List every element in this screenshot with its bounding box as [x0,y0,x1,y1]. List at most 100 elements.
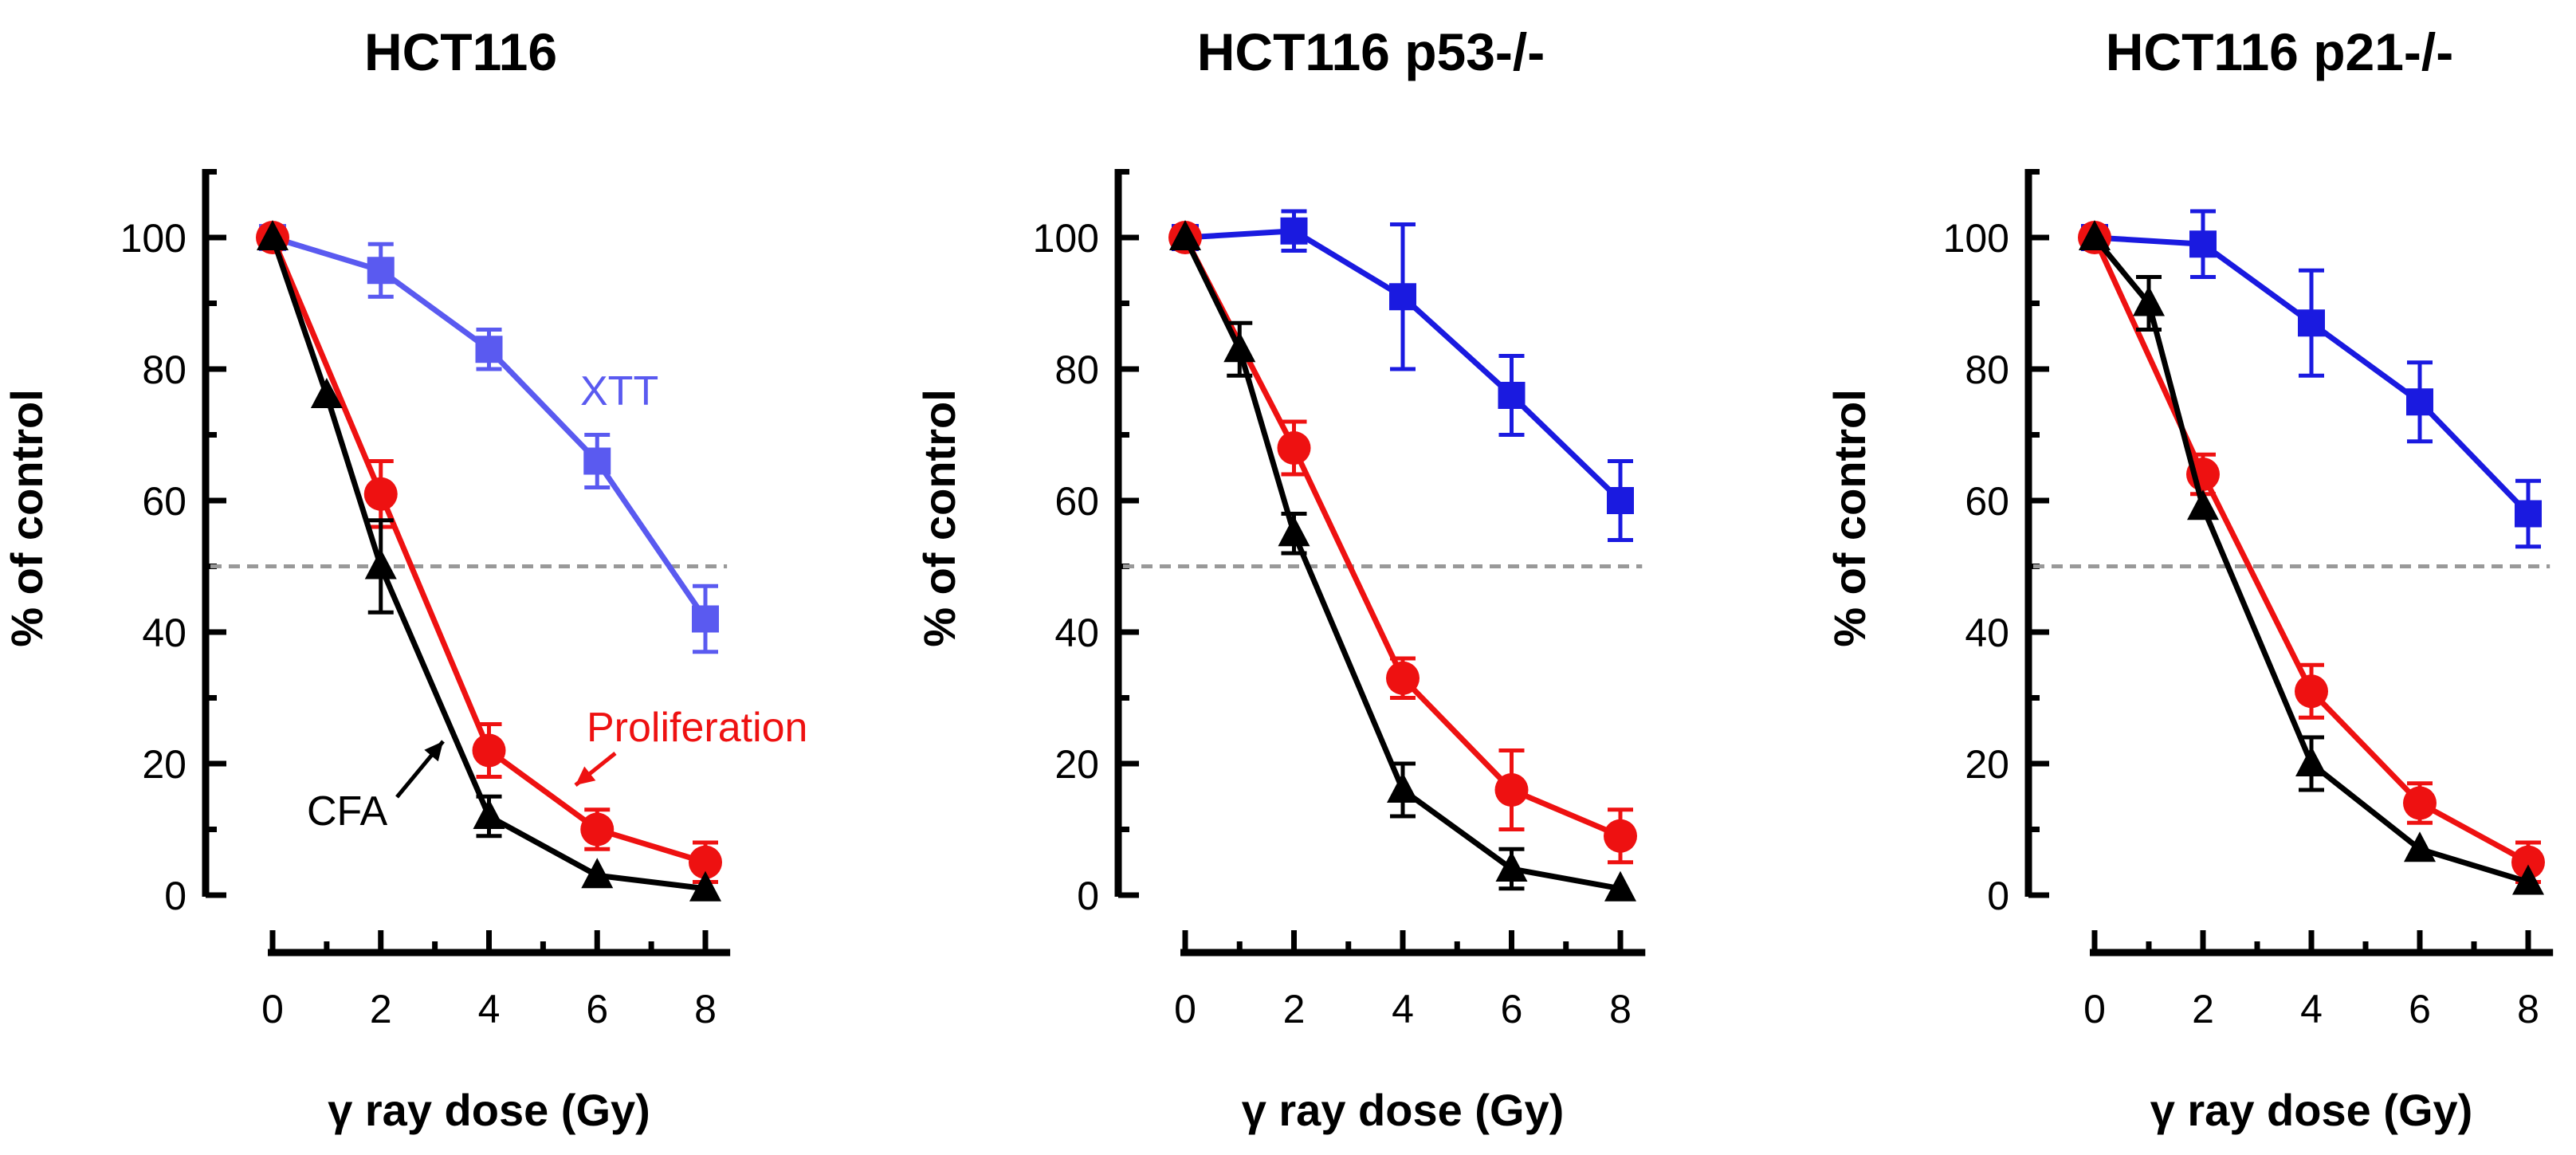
data-point [2404,831,2436,862]
chart-title: HCT116 [364,22,557,81]
x-tick-label: 8 [694,987,717,1031]
annotation-cfa: CFA [307,788,387,835]
series-line [1182,236,1621,892]
data-point [2187,489,2219,521]
data-point [2403,786,2437,820]
chart-panel-3: HCT116 p21-/- 0 20 40 60 80 100 % of control 0 2 4… [1824,22,2554,1135]
data-point [689,845,722,879]
x-tick-label: 2 [2192,987,2214,1031]
data-point [1386,661,1420,695]
data-point [2295,674,2328,709]
data-point [1389,283,1416,311]
data-point [367,257,395,285]
x-tick-label: 4 [1392,987,1414,1031]
proliferation-arrow-head [575,766,596,785]
series-line [269,236,706,892]
y-tick-label: 0 [1987,874,2009,918]
x-axis-label: γ ray dose (Gy) [2150,1085,2473,1135]
series-xtt [2081,209,2542,549]
x-tick-label: 0 [2083,987,2106,1031]
data-point [1494,773,1529,807]
data-point [580,812,615,847]
data-point [1604,870,1636,902]
data-point [2406,388,2433,416]
data-point [2295,746,2327,776]
data-point [473,799,505,829]
series-xtt [259,224,719,654]
x-tick-label: 6 [2409,987,2431,1031]
data-point [689,870,721,902]
y-tick-label: 40 [1054,611,1099,655]
data-point [1387,772,1419,803]
y-tick-label: 40 [142,611,187,655]
annotation-xtt: XTT [580,368,658,414]
x-tick-label: 0 [261,987,284,1031]
data-point [692,605,719,633]
data-point [1278,516,1310,547]
data-point [1169,220,1201,250]
y-tick-label: 20 [142,742,187,787]
data-point [310,378,343,408]
y-tick-label: 60 [1965,479,2009,524]
x-tick-label: 2 [1283,987,1306,1031]
x-tick-label: 4 [2300,987,2323,1031]
x-axis-label: γ ray dose (Gy) [1242,1085,1565,1135]
annotation-proliferation: Proliferation [587,705,807,751]
y-tick-label: 20 [1054,742,1099,787]
x-tick-label: 6 [1501,987,1523,1031]
chart-title: HCT116 p53-/- [1197,22,1545,81]
series-xtt [1172,209,1634,542]
x-tick-label: 0 [1174,987,1196,1031]
data-point [581,858,614,889]
x-tick-label: 2 [370,987,392,1031]
chart-panel-1: HCT116 0 20 40 60 80 100 % of control 0 2 4 6 8 γ ray… [2,22,807,1135]
series-proliferation [256,221,722,884]
x-tick-label: 6 [586,987,608,1031]
y-tick-label: 100 [120,216,187,261]
data-point [257,220,289,250]
y-axis-label: % of control [2,389,52,647]
series-cfa [1169,220,1636,902]
y-tick-label: 0 [164,874,187,918]
data-point [475,336,503,363]
data-point [1607,487,1634,514]
x-axis-label: γ ray dose (Gy) [328,1085,650,1135]
series-proliferation [1168,221,1637,865]
data-point [1223,332,1256,363]
y-tick-label: 20 [1965,742,2009,787]
series-cfa [257,220,721,902]
y-tick-label: 60 [1054,479,1099,524]
data-point [1604,819,1637,853]
data-point [2189,230,2217,258]
y-tick-label: 80 [142,348,187,392]
data-point [2515,500,2542,528]
cfa-arrow-head [424,741,443,762]
y-axis-label: % of control [914,389,964,647]
data-point [472,733,506,768]
y-tick-label: 60 [142,479,187,524]
chart-title: HCT116 p21-/- [2106,22,2453,81]
series-cfa [2079,220,2544,895]
data-point [363,477,398,511]
series-line [2092,235,2530,885]
data-point [1498,382,1526,409]
y-tick-label: 80 [1054,348,1099,392]
data-point [2079,220,2111,250]
x-tick-label: 4 [478,987,501,1031]
y-tick-label: 100 [1033,216,1099,261]
y-tick-label: 0 [1077,874,1099,918]
y-tick-label: 80 [1965,348,2009,392]
series-proliferation [2078,221,2545,884]
y-tick-label: 100 [1943,216,2009,261]
data-point [2298,309,2325,337]
y-axis-label: % of control [1824,389,1875,647]
data-point [2133,285,2165,316]
x-tick-label: 8 [1609,987,1632,1031]
data-point [1495,851,1528,882]
data-point [583,447,611,475]
data-point [1277,431,1311,465]
data-point [1280,217,1308,245]
data-point [2511,845,2545,879]
data-point [364,548,397,579]
